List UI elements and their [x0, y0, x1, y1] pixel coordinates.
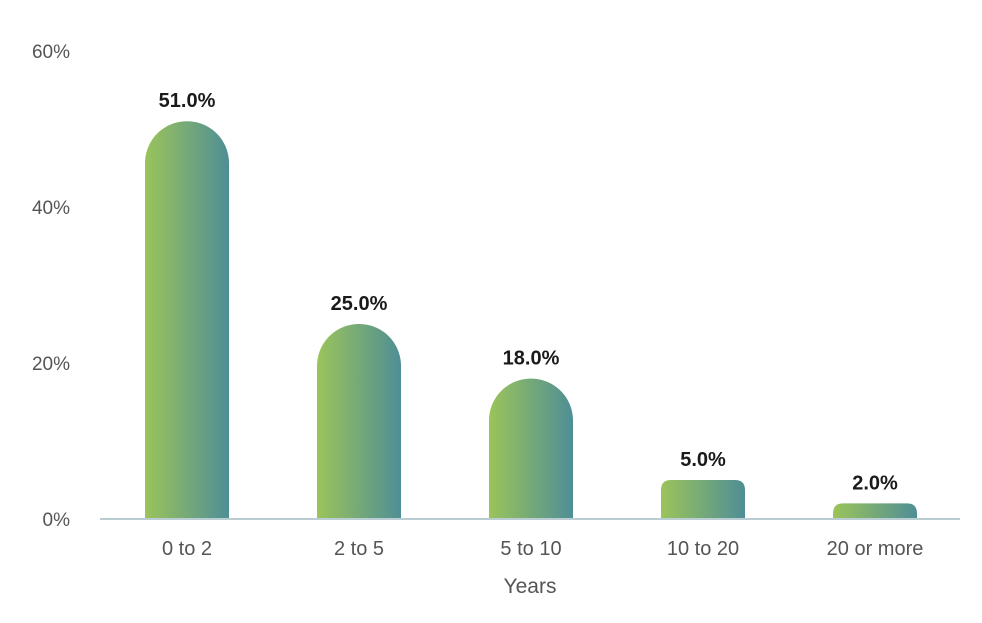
bar-value-label: 25.0%: [331, 293, 388, 315]
y-tick-label: 40%: [32, 198, 70, 219]
bar: [833, 503, 917, 519]
y-axis-ticks: 0% 20% 40% 60%: [32, 42, 70, 531]
bar-value-label: 2.0%: [852, 472, 898, 494]
bar: [489, 378, 573, 519]
bar: [145, 121, 229, 519]
x-category-label: 2 to 5: [334, 538, 384, 560]
data-labels-group: 51.0% 25.0% 18.0% 5.0% 2.0%: [159, 90, 898, 494]
bar-value-label: 5.0%: [680, 449, 726, 471]
x-category-label: 5 to 10: [500, 538, 561, 560]
bar-value-label: 51.0%: [159, 90, 216, 112]
bars-group: [145, 121, 917, 519]
x-category-label: 10 to 20: [667, 538, 739, 560]
x-category-label: 0 to 2: [162, 538, 212, 560]
bar: [661, 480, 745, 519]
y-tick-label: 0%: [43, 510, 71, 531]
x-category-label: 20 or more: [827, 538, 924, 560]
y-tick-label: 60%: [32, 42, 70, 63]
x-axis-labels: 0 to 2 2 to 5 5 to 10 10 to 20 20 or more: [162, 538, 923, 560]
y-tick-label: 20%: [32, 354, 70, 375]
bar-value-label: 18.0%: [503, 348, 560, 370]
bar: [317, 324, 401, 519]
x-axis-title: Years: [504, 575, 557, 598]
